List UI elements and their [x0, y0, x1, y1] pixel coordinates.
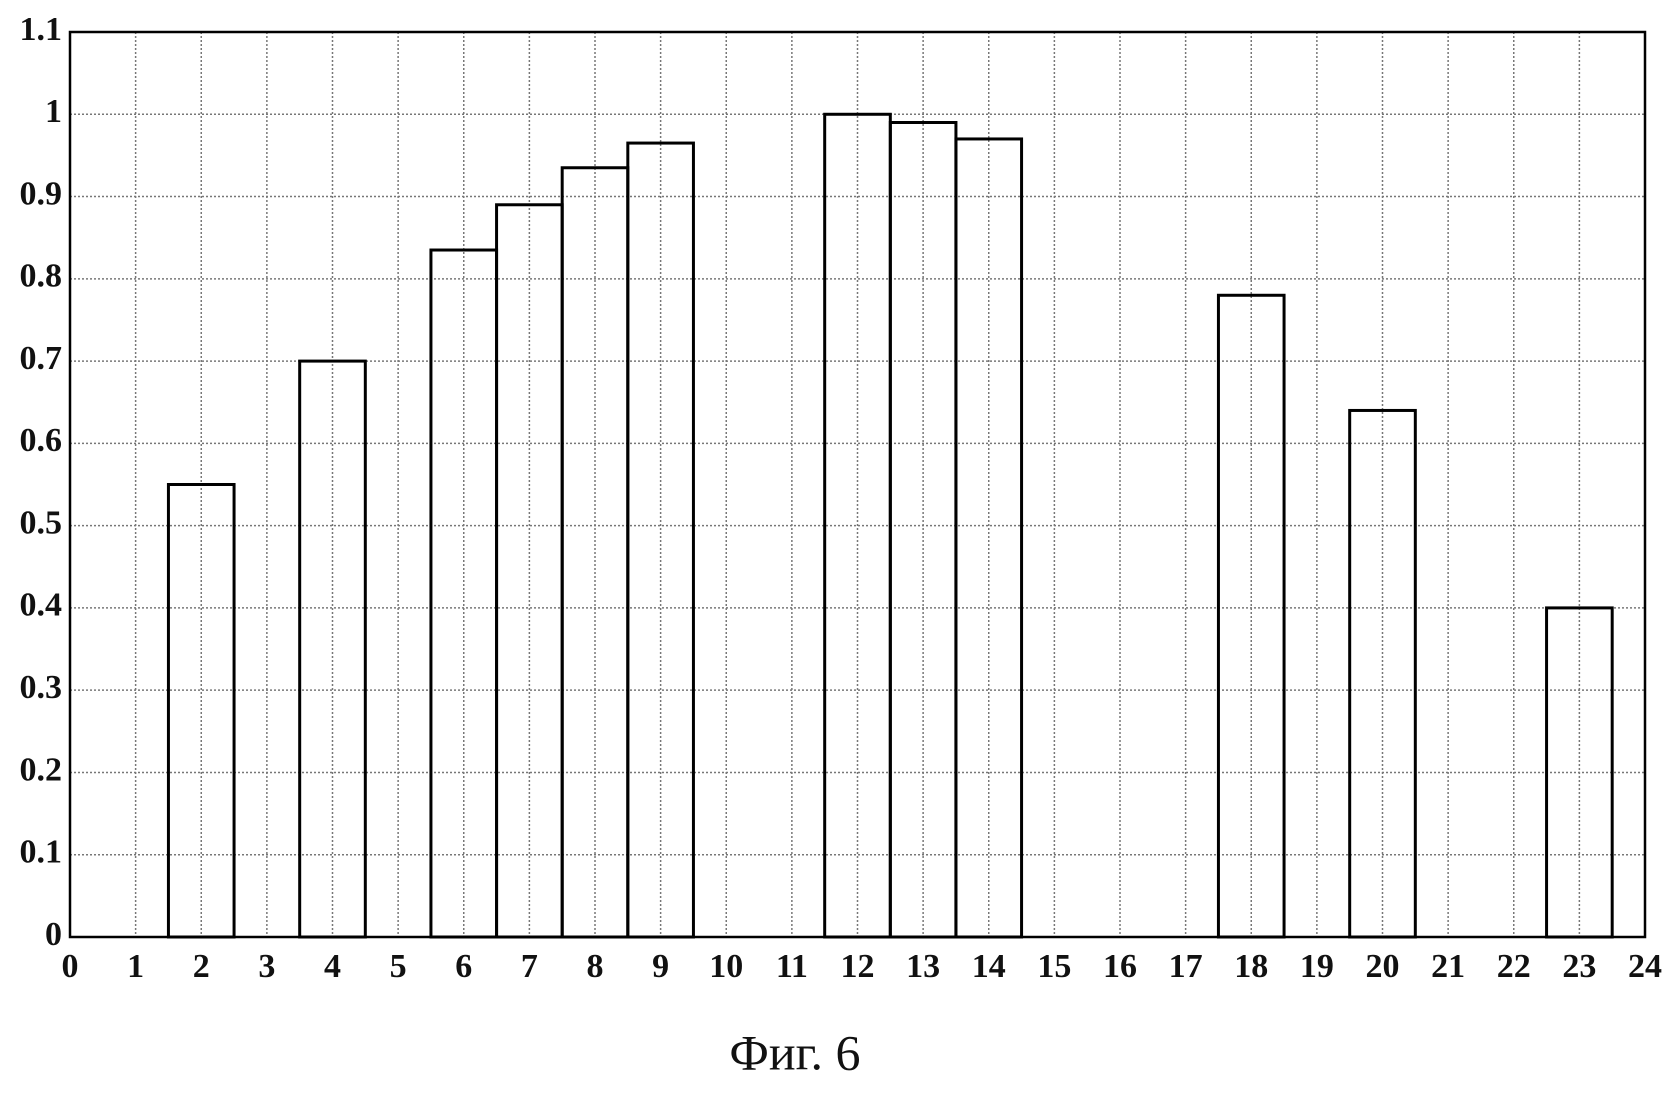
x-tick-label: 10: [709, 948, 743, 985]
x-tick-label: 7: [521, 948, 538, 985]
y-tick-label: 1: [45, 93, 62, 130]
y-tick-label: 0: [45, 916, 62, 953]
y-tick-label: 0.6: [20, 422, 63, 459]
bar: [497, 205, 563, 937]
x-tick-label: 3: [258, 948, 275, 985]
y-tick-label: 0.2: [20, 751, 63, 788]
y-tick-label: 1.1: [20, 11, 63, 48]
x-tick-label: 17: [1169, 948, 1203, 985]
x-tick-label: 11: [776, 948, 808, 985]
x-tick-label: 18: [1234, 948, 1268, 985]
x-tick-label: 4: [324, 948, 341, 985]
y-tick-label: 0.9: [20, 175, 63, 212]
x-tick-label: 9: [652, 948, 669, 985]
y-tick-label: 0.8: [20, 258, 63, 295]
y-tick-label: 0.3: [20, 669, 63, 706]
x-tick-label: 5: [390, 948, 407, 985]
page: Фиг. 6 0 0.1 0.2 0.3 0.4 0.5 0.6 0.7 0.8 0.9 1 1.1 0…: [0, 0, 1678, 1096]
y-tick-label: 0.4: [20, 587, 63, 624]
x-tick-label: 23: [1562, 948, 1596, 985]
chart: Фиг. 6 0 0.1 0.2 0.3 0.4 0.5 0.6 0.7 0.8 0.9 1 1.1 0…: [0, 0, 1678, 1096]
x-tick-label: 20: [1366, 948, 1400, 985]
x-tick-label: 0: [62, 948, 79, 985]
x-tick-label: 14: [972, 948, 1006, 985]
x-tick-label: 22: [1497, 948, 1531, 985]
x-tick-label: 24: [1628, 948, 1662, 985]
x-tick-label: 6: [455, 948, 472, 985]
x-tick-label: 19: [1300, 948, 1334, 985]
y-tick-label: 0.1: [20, 834, 63, 871]
x-tick-label: 1: [127, 948, 144, 985]
x-tick-label: 2: [193, 948, 210, 985]
x-tick-label: 15: [1037, 948, 1071, 985]
x-tick-label: 8: [587, 948, 604, 985]
x-tick-label: 13: [906, 948, 940, 985]
caption: Фиг. 6: [729, 1024, 860, 1080]
x-tick-label: 12: [841, 948, 875, 985]
y-tick-label: 0.5: [20, 504, 63, 541]
y-tick-label: 0.7: [20, 340, 63, 377]
x-tick-label: 16: [1103, 948, 1137, 985]
x-tick-label: 21: [1431, 948, 1465, 985]
